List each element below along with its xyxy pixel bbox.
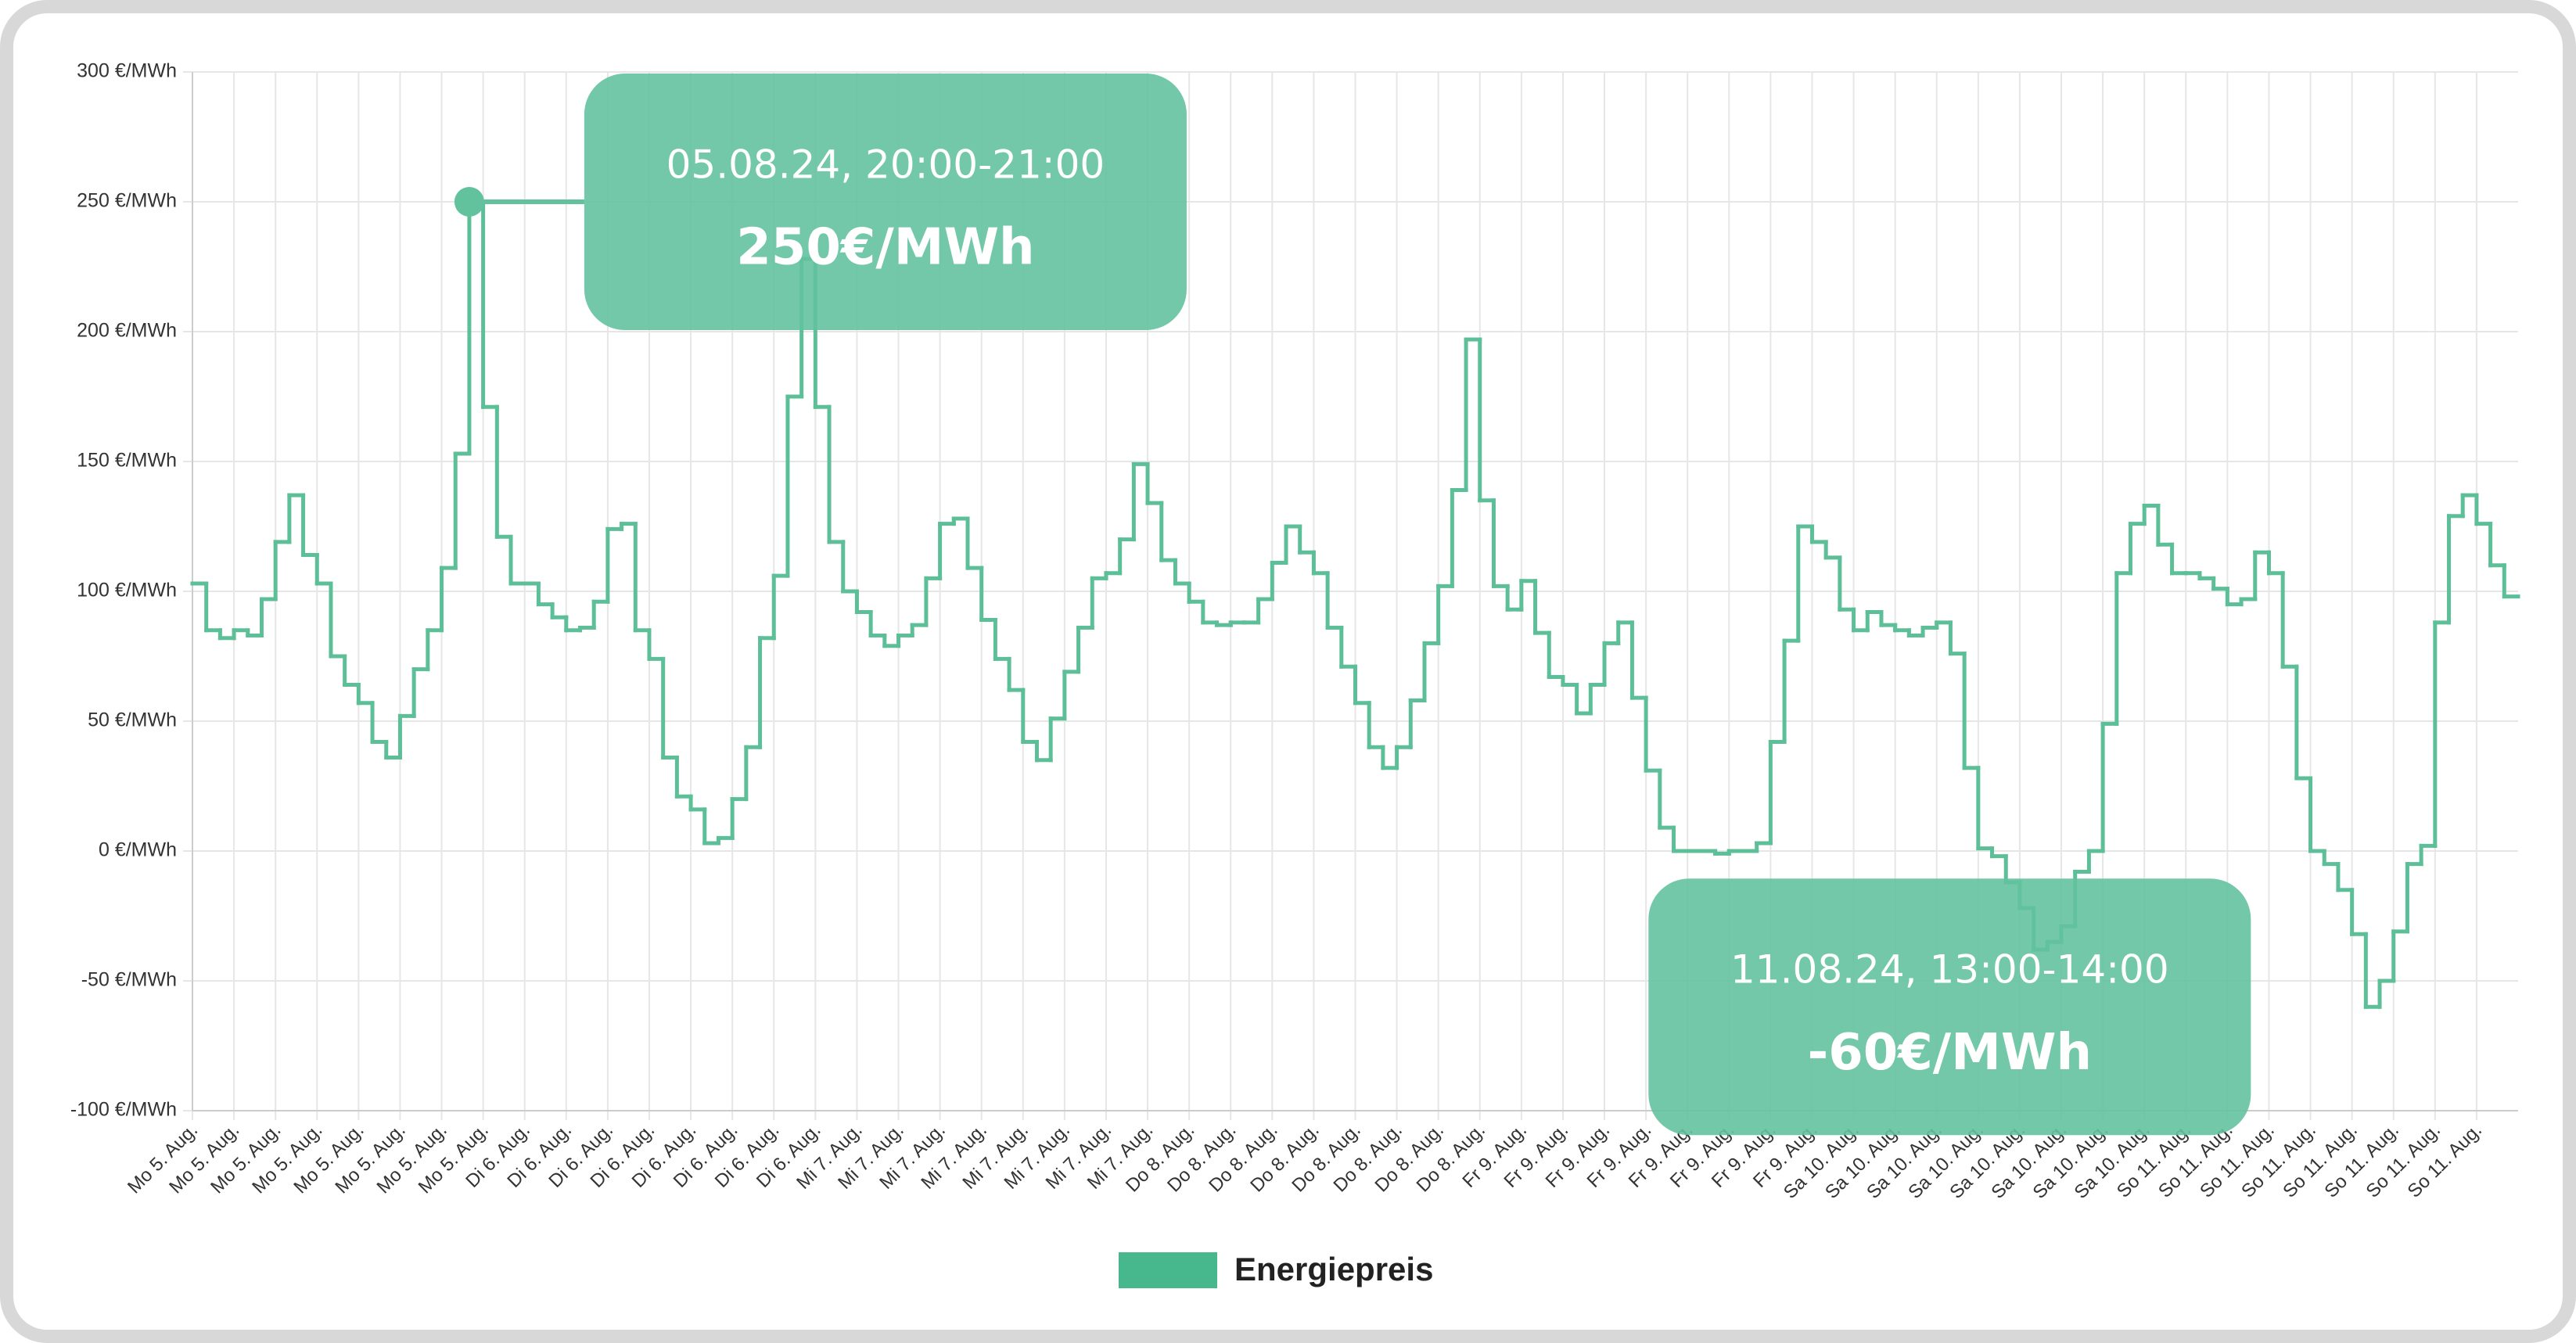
y-tick-label: 300 €/MWh bbox=[77, 60, 177, 82]
tooltip-value: -60€/MWh bbox=[1808, 1024, 2092, 1082]
y-tick-label: 100 €/MWh bbox=[77, 580, 177, 601]
legend-swatch bbox=[1119, 1252, 1217, 1288]
y-tick-label: -50 €/MWh bbox=[81, 969, 177, 991]
tooltip-title: 05.08.24, 20:00-21:00 bbox=[666, 142, 1105, 188]
tooltip-value: 250€/MWh bbox=[736, 219, 1034, 277]
legend-label: Energiepreis bbox=[1234, 1251, 1433, 1287]
y-tick-label: 250 €/MWh bbox=[77, 190, 177, 212]
y-tick-label: 200 €/MWh bbox=[77, 320, 177, 342]
tooltip-box bbox=[1648, 878, 2251, 1136]
tooltip-title: 11.08.24, 13:00-14:00 bbox=[1730, 947, 2169, 993]
y-tick-label: 0 €/MWh bbox=[99, 839, 177, 861]
y-tick-label: 150 €/MWh bbox=[77, 450, 177, 472]
tooltip-point bbox=[454, 187, 484, 217]
tooltip-box bbox=[584, 74, 1187, 330]
y-tick-label: 50 €/MWh bbox=[88, 709, 177, 731]
y-tick-label: -100 €/MWh bbox=[70, 1099, 177, 1121]
